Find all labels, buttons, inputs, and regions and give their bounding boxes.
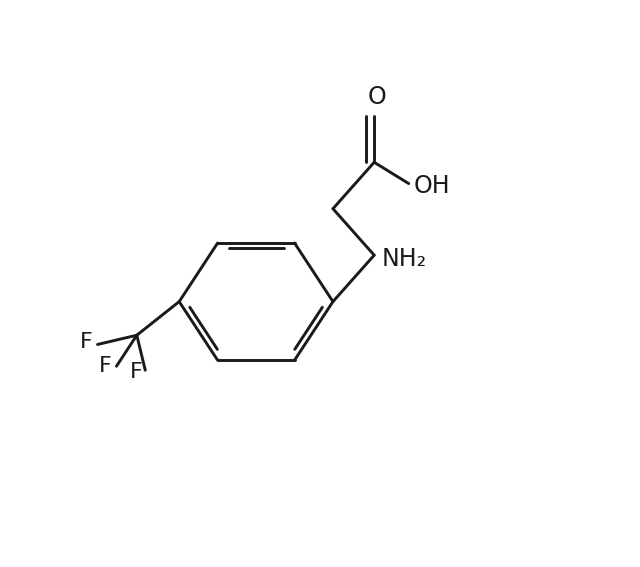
Text: O: O — [367, 86, 386, 109]
Text: F: F — [99, 356, 111, 376]
Text: OH: OH — [413, 174, 451, 198]
Text: F: F — [130, 362, 143, 382]
Text: F: F — [80, 332, 93, 352]
Text: NH₂: NH₂ — [381, 247, 426, 270]
